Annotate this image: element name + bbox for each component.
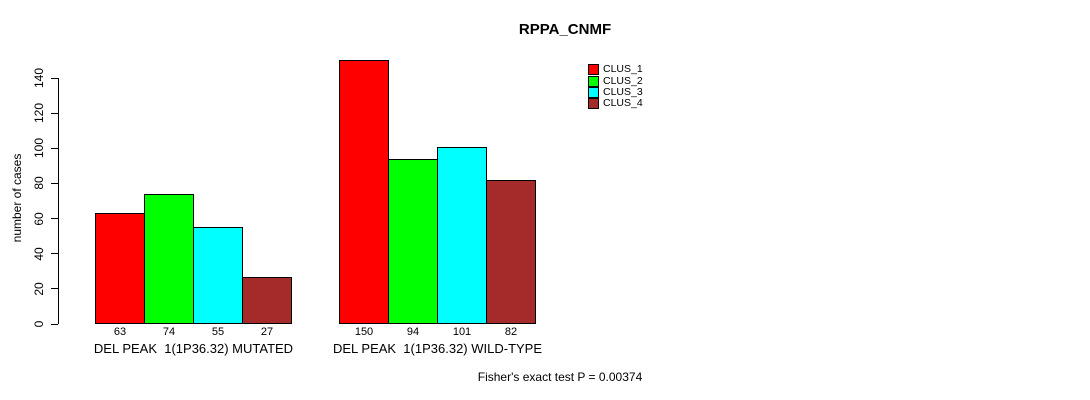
bar-clus_1-group1 — [95, 213, 145, 324]
y-tick-mark — [51, 112, 58, 114]
legend: CLUS_1 CLUS_2 CLUS_3 CLUS_4 — [588, 64, 643, 110]
bar-clus_3-group1 — [193, 227, 243, 324]
bar-clus_4-group1 — [242, 277, 292, 324]
y-tick-mark — [51, 147, 58, 149]
legend-label: CLUS_3 — [603, 85, 643, 98]
y-tick-label: 140 — [32, 68, 46, 89]
bar-clus_4-group2 — [486, 180, 536, 324]
chart-title: RPPA_CNMF — [518, 21, 612, 38]
bar-value-label: 82 — [504, 326, 518, 338]
annotation-text: Fisher's exact test P = 0.00374 — [477, 370, 643, 384]
y-tick-mark — [51, 288, 58, 290]
y-tick-mark — [51, 182, 58, 184]
y-tick-label: 40 — [32, 247, 46, 261]
bar-value-label: 27 — [260, 326, 274, 338]
y-tick-label: 80 — [32, 176, 46, 191]
group-label: DEL PEAK 1(1P36.32) WILD-TYPE — [332, 341, 543, 356]
bar-value-label: 150 — [354, 326, 374, 338]
bar-value-label: 101 — [452, 326, 472, 338]
y-axis-title: number of cases — [10, 153, 24, 243]
bar-clus_2-group1 — [144, 194, 194, 324]
legend-item-clus_1: CLUS_1 — [588, 63, 643, 76]
bar-value-label: 55 — [211, 326, 225, 338]
legend-swatch — [588, 75, 599, 87]
legend-item-clus_4: CLUS_4 — [588, 97, 643, 110]
bar-value-label: 63 — [113, 326, 127, 338]
y-tick-label: 0 — [32, 320, 46, 328]
y-tick-mark — [51, 218, 58, 220]
legend-item-clus_2: CLUS_2 — [588, 74, 643, 87]
legend-label: CLUS_1 — [603, 63, 643, 76]
bar-clus_1-group2 — [339, 60, 389, 324]
group-label: DEL PEAK 1(1P36.32) MUTATED — [93, 341, 294, 356]
bar-clus_3-group2 — [437, 147, 487, 324]
y-tick-mark — [51, 323, 58, 325]
y-tick-label: 120 — [32, 103, 46, 124]
y-tick-label: 60 — [32, 211, 46, 226]
bar-value-label: 94 — [406, 326, 420, 338]
legend-swatch — [588, 98, 599, 110]
legend-item-clus_3: CLUS_3 — [588, 85, 643, 98]
y-tick-mark — [51, 253, 58, 255]
bar-clus_2-group2 — [388, 159, 438, 324]
y-tick-label: 20 — [32, 282, 46, 296]
y-tick-mark — [51, 77, 58, 79]
y-tick-label: 100 — [32, 138, 46, 159]
legend-label: CLUS_2 — [603, 74, 643, 87]
y-axis-line — [58, 78, 59, 324]
bar-value-label: 74 — [162, 326, 176, 338]
legend-swatch — [588, 64, 599, 76]
legend-swatch — [588, 86, 599, 98]
legend-label: CLUS_4 — [603, 97, 643, 110]
